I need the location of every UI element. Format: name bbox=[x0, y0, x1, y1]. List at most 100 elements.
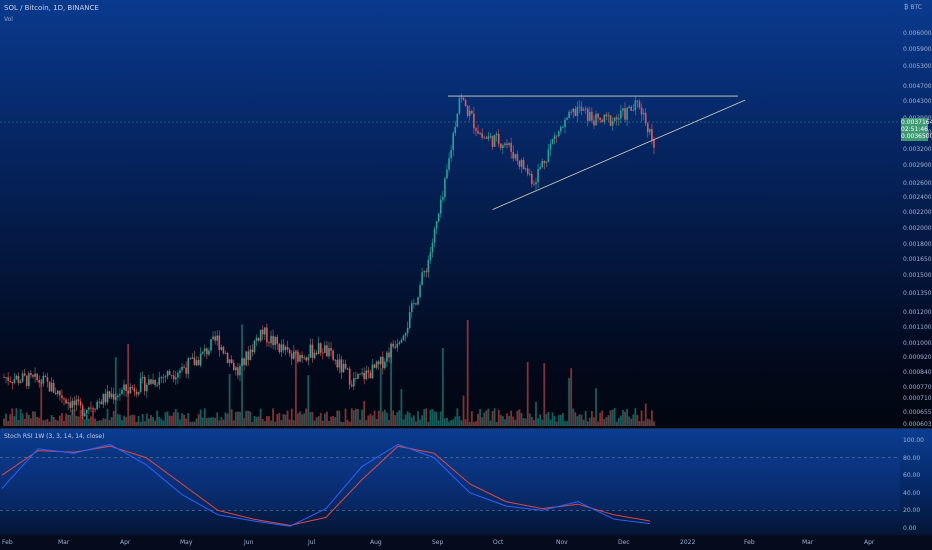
candle-body bbox=[28, 373, 30, 387]
candle-body bbox=[601, 120, 604, 122]
candle-body bbox=[123, 384, 125, 390]
time-tick-label: 2022 bbox=[680, 539, 696, 546]
rsi-tick-label: 40.00 bbox=[903, 489, 921, 497]
volume-bar bbox=[309, 412, 312, 426]
candle-body bbox=[175, 377, 177, 380]
volume-bar bbox=[576, 416, 579, 426]
candle-body bbox=[63, 398, 65, 400]
volume-bar bbox=[578, 414, 581, 426]
stoch-rsi-k-line bbox=[1, 443, 651, 527]
price-tick-label: 0.0006030 bbox=[903, 421, 932, 428]
time-tick-label: Apr bbox=[864, 539, 875, 546]
time-axis[interactable] bbox=[0, 535, 932, 550]
volume-bar bbox=[590, 411, 593, 426]
volume-bar bbox=[371, 415, 374, 426]
volume-bar bbox=[152, 417, 154, 426]
volume-bar bbox=[566, 421, 568, 426]
pane-divider[interactable] bbox=[0, 428, 932, 429]
volume-label[interactable]: Vol bbox=[4, 16, 13, 23]
volume-bar bbox=[564, 421, 566, 426]
volume-bar bbox=[475, 421, 477, 426]
candle-body bbox=[230, 359, 233, 363]
volume-bar bbox=[464, 419, 467, 426]
volume-bar bbox=[83, 419, 86, 426]
candle-body bbox=[638, 101, 641, 108]
candle-body bbox=[232, 362, 235, 371]
volume-bar bbox=[622, 410, 624, 426]
candle-body bbox=[566, 118, 568, 120]
volume-bar bbox=[433, 411, 436, 426]
chart-title[interactable]: SOL / Bitcoin, 1D, BINANCE bbox=[4, 4, 99, 12]
volume-bar bbox=[429, 409, 432, 426]
candle-body bbox=[603, 114, 606, 122]
volume-bar bbox=[448, 421, 450, 426]
candle-body bbox=[609, 115, 612, 126]
current-price-tag: 0.0037164 02:51:46 0.0036500 bbox=[901, 118, 932, 141]
candle-body bbox=[543, 160, 546, 164]
volume-bar bbox=[268, 416, 270, 426]
volume-bar bbox=[191, 421, 194, 426]
candle-body bbox=[605, 114, 608, 117]
candle-body bbox=[516, 154, 519, 161]
volume-bar bbox=[46, 418, 49, 426]
candle-body bbox=[301, 354, 303, 359]
candle-body bbox=[338, 359, 341, 368]
volume-bar bbox=[398, 410, 401, 426]
stoch-rsi-label[interactable]: Stoch RSI 1W (3, 3, 14, 14, close) bbox=[4, 433, 105, 440]
volume-bar bbox=[510, 410, 513, 426]
volume-bar bbox=[237, 411, 239, 426]
candle-body bbox=[392, 343, 394, 347]
volume-bar bbox=[214, 417, 217, 426]
rsi-band bbox=[0, 457, 900, 511]
candle-body bbox=[181, 366, 183, 371]
volume-bar bbox=[508, 415, 510, 426]
candle-body bbox=[264, 327, 266, 335]
candle-body bbox=[79, 401, 82, 406]
candle-body bbox=[164, 376, 167, 378]
candle-body bbox=[607, 115, 610, 117]
volume-bar bbox=[518, 409, 521, 426]
volume-bar bbox=[326, 411, 328, 426]
candle-body bbox=[615, 117, 618, 120]
volume-bar bbox=[243, 418, 246, 426]
volume-bar bbox=[311, 411, 314, 426]
candle-body bbox=[599, 117, 601, 121]
stoch-rsi-pane[interactable] bbox=[0, 429, 932, 535]
volume-bar bbox=[7, 420, 10, 426]
candle-body bbox=[187, 358, 190, 374]
volume-bar bbox=[580, 414, 583, 426]
volume-bar bbox=[456, 408, 459, 426]
volume-bar bbox=[410, 417, 413, 426]
candle-body bbox=[626, 108, 628, 120]
candle-body bbox=[495, 133, 498, 136]
candle-body bbox=[423, 271, 426, 273]
volume-bar bbox=[553, 416, 556, 426]
candle-body bbox=[410, 303, 413, 312]
candle-body bbox=[435, 221, 438, 229]
volume-bar bbox=[617, 417, 620, 426]
volume-bar bbox=[90, 416, 92, 426]
candle-body bbox=[375, 361, 378, 368]
volume-bar bbox=[355, 408, 357, 426]
volume-bar bbox=[363, 400, 366, 426]
candle-body bbox=[65, 399, 67, 404]
volume-bar bbox=[38, 417, 41, 426]
rsi-tick-label: 0.00 bbox=[903, 525, 917, 532]
volume-bar bbox=[584, 410, 587, 426]
volume-bar bbox=[485, 410, 488, 426]
volume-bar bbox=[537, 418, 539, 426]
candle-body bbox=[632, 110, 635, 111]
time-tick-label: Jun bbox=[244, 539, 254, 546]
candle-body bbox=[361, 372, 363, 375]
volume-bar bbox=[526, 362, 529, 426]
price-pane[interactable] bbox=[0, 0, 932, 428]
volume-bar bbox=[307, 375, 310, 426]
candle-body bbox=[473, 113, 475, 129]
candle-body bbox=[326, 345, 328, 357]
volume-bar bbox=[415, 421, 417, 426]
volume-bar bbox=[276, 414, 279, 426]
volume-bar bbox=[603, 419, 606, 426]
candle-body bbox=[48, 381, 51, 392]
